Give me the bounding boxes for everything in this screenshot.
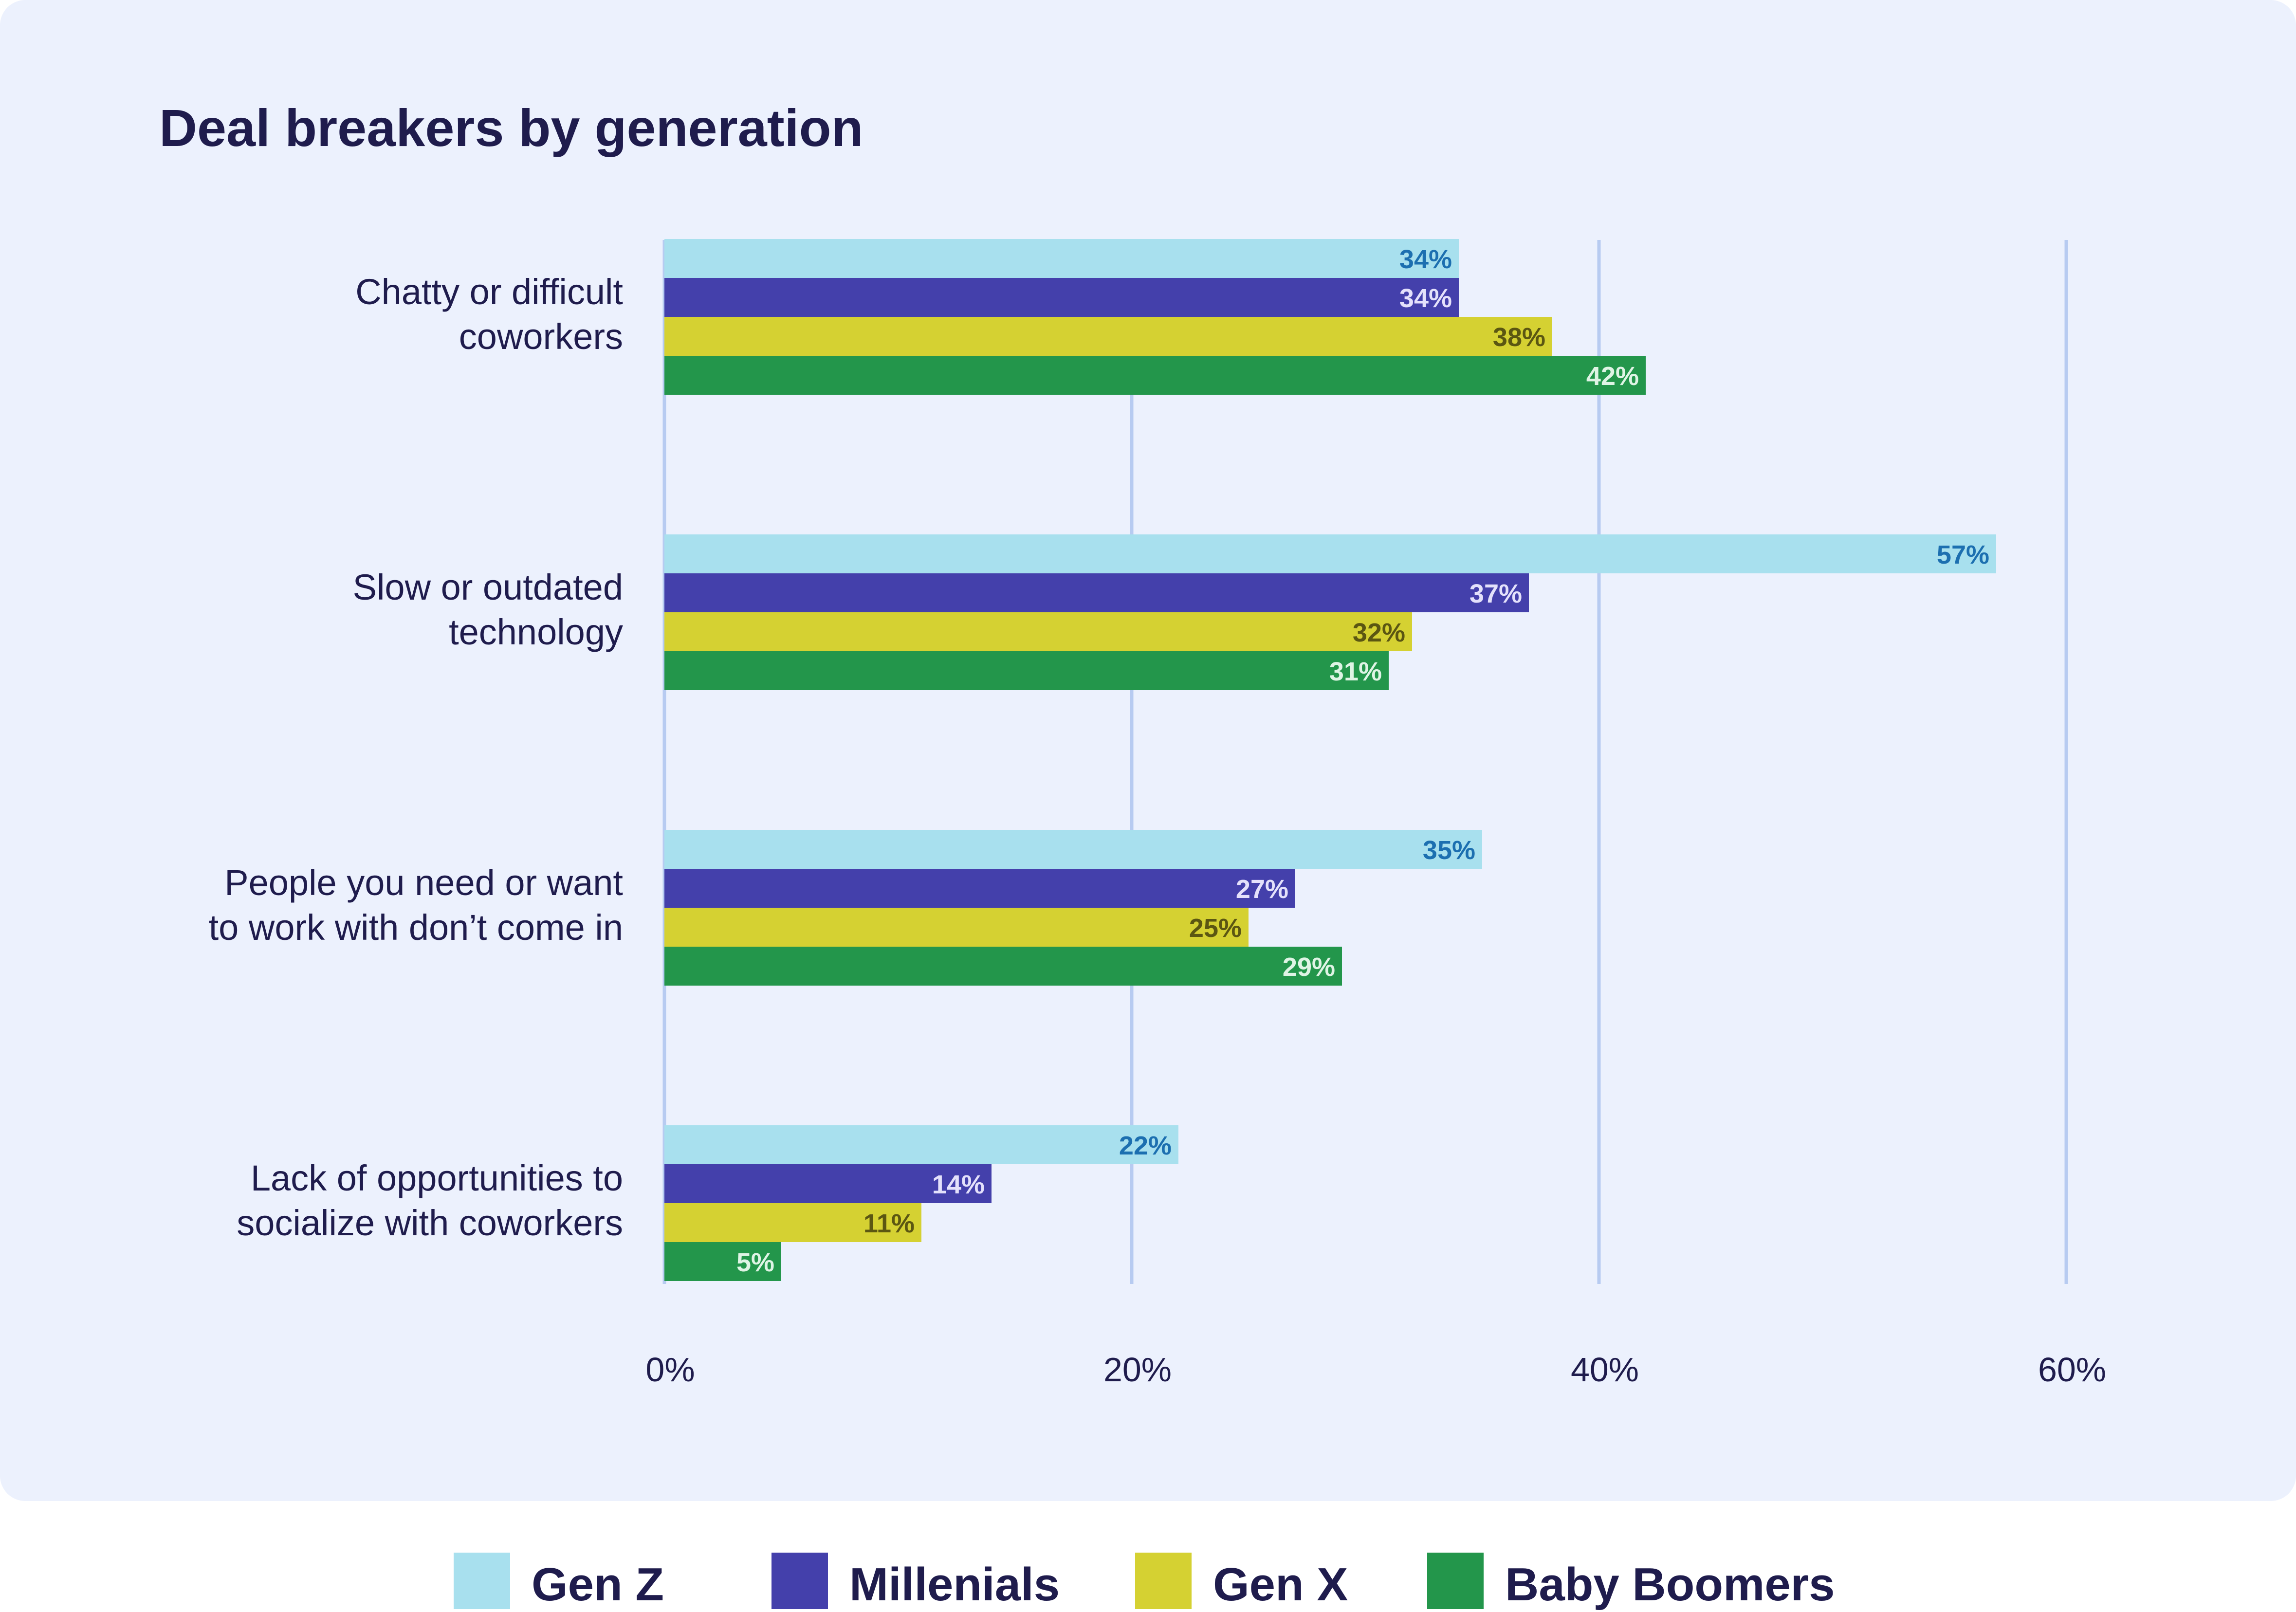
bar-millenials	[664, 573, 1529, 612]
bar-millenials	[664, 278, 1459, 317]
legend-swatch	[454, 1553, 510, 1609]
data-label: 22%	[1119, 1131, 1172, 1160]
bar-gen-z	[664, 830, 1482, 869]
legend-label: Millenials	[849, 1558, 1060, 1611]
bar-gen-z	[664, 239, 1459, 278]
category-label: Lack of opportunities to	[251, 1158, 623, 1198]
data-label: 31%	[1329, 657, 1382, 686]
bar-gen-x	[664, 908, 1249, 947]
category-label: Slow or outdated	[353, 567, 623, 607]
category-label: to work with don’t come in	[209, 907, 623, 948]
data-label: 14%	[932, 1170, 985, 1199]
bar-millenials	[664, 1164, 992, 1203]
bar-gen-z	[664, 1125, 1178, 1164]
legend-swatch	[771, 1553, 828, 1609]
bar-gen-x	[664, 612, 1412, 651]
bar-baby-boomers	[664, 356, 1646, 395]
legend-label: Gen Z	[532, 1558, 664, 1611]
legend-label: Baby Boomers	[1505, 1558, 1835, 1611]
bar-millenials	[664, 869, 1295, 908]
bar-baby-boomers	[664, 651, 1389, 690]
legend-swatch	[1135, 1553, 1192, 1609]
data-label: 38%	[1493, 323, 1545, 352]
bar-baby-boomers	[664, 1242, 781, 1281]
data-label: 37%	[1469, 579, 1522, 608]
category-label: technology	[449, 612, 623, 652]
category-label: Chatty or difficult	[355, 272, 623, 312]
x-tick-label: 60%	[2038, 1351, 2106, 1389]
data-label: 32%	[1353, 618, 1405, 647]
bar-gen-z	[664, 534, 1996, 573]
data-label: 11%	[863, 1209, 915, 1238]
data-label: 5%	[736, 1248, 774, 1277]
x-tick-label: 40%	[1571, 1351, 1639, 1389]
bar-gen-x	[664, 317, 1552, 356]
data-label: 35%	[1423, 836, 1475, 865]
legend-swatch	[1427, 1553, 1484, 1609]
bar-baby-boomers	[664, 947, 1342, 986]
category-label: coworkers	[459, 316, 623, 357]
category-label: socialize with coworkers	[237, 1203, 623, 1243]
data-label: 29%	[1283, 953, 1335, 982]
x-tick-label: 0%	[645, 1351, 695, 1389]
data-label: 34%	[1399, 245, 1452, 274]
data-label: 25%	[1189, 914, 1242, 943]
plot-panel	[0, 0, 2296, 1501]
category-label: People you need or want	[224, 862, 623, 903]
x-tick-label: 20%	[1103, 1351, 1172, 1389]
chart-title: Deal breakers by generation	[159, 98, 863, 157]
data-label: 34%	[1399, 284, 1452, 313]
data-label: 57%	[1937, 540, 1989, 569]
data-label: 42%	[1586, 362, 1639, 391]
legend-label: Gen X	[1213, 1558, 1348, 1611]
data-label: 27%	[1236, 875, 1288, 904]
bar-gen-x	[664, 1203, 921, 1242]
